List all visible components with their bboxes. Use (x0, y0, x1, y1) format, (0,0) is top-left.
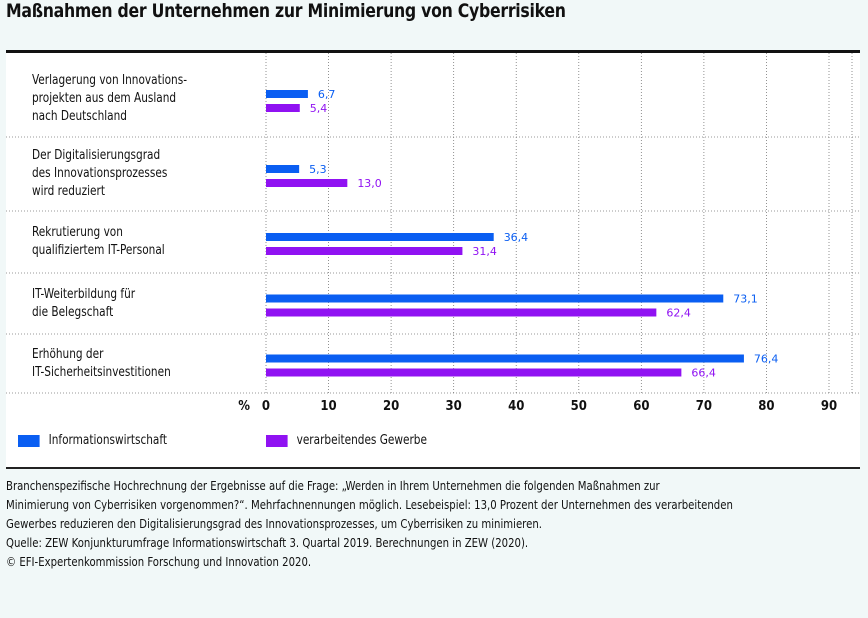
x-tick-label: 40 (508, 399, 524, 414)
x-tick-label: 60 (633, 399, 649, 414)
legend-swatch (18, 434, 40, 447)
x-tick-label: 0 (262, 399, 270, 414)
bar-informationswirtschaft (266, 354, 744, 363)
data-label: 5,3 (309, 163, 327, 176)
category-label: Der Digitalisierungsgrad des Innovations… (32, 148, 168, 199)
chart-panel: 0 10 20 30 40 50 60 70 80 90% 6,7 5,4 5,3 13,0 36,4 31,… (6, 50, 860, 469)
copyright-line: © EFI-Expertenkommission Forschung und I… (6, 554, 312, 569)
x-tick-label: 70 (696, 399, 712, 414)
data-label: 36,4 (504, 231, 529, 244)
note-line: Gewerbes reduzieren den Digitalisierungs… (6, 516, 542, 531)
note-line: Minimierung von Cyberrisiken vorgenommen… (6, 497, 733, 512)
category-label: Erhöhung der IT-Sicherheitsinvestitionen (32, 346, 171, 380)
legend-label: verarbeitendes Gewerbe (296, 433, 427, 448)
data-label: 76,4 (754, 353, 779, 366)
bar-informationswirtschaft (266, 294, 724, 303)
bar-verarbeitendes-gewerbe (266, 179, 348, 187)
source-line: Quelle: ZEW Konjunkturumfrage Informatio… (6, 535, 529, 550)
category-label: IT-Weiterbildung für die Belegschaft (32, 286, 136, 320)
data-label: 31,4 (472, 245, 497, 258)
legend-swatch (266, 434, 288, 447)
chart-title: Maßnahmen der Unternehmen zur Minimierun… (6, 0, 566, 22)
note-line: Branchenspezifische Hochrechnung der Erg… (6, 478, 660, 493)
bar-informationswirtschaft (266, 233, 494, 241)
x-tick-label: 50 (571, 399, 587, 414)
legend-item-verarbeitendes-gewerbe: verarbeitendes Gewerbe (266, 433, 427, 448)
bar-verarbeitendes-gewerbe (266, 308, 657, 317)
data-label: 73,1 (733, 293, 758, 306)
data-label: 6,7 (318, 88, 336, 101)
x-tick-label: 90 (821, 399, 837, 414)
legend-label: Informationswirtschaft (48, 433, 167, 448)
bar-chart: 0 10 20 30 40 50 60 70 80 90% 6,75,4 5,3 13,0 36,4 31,… (6, 53, 860, 414)
category-label: Rekrutierung von qualifiziertem IT-Perso… (32, 225, 165, 258)
bar-informationswirtschaft (266, 165, 300, 173)
category-label: Verlagerung von Innovations- projekten a… (32, 73, 188, 124)
bar-verarbeitendes-gewerbe (266, 368, 682, 377)
x-tick-label: 80 (758, 399, 774, 414)
x-tick-label: 30 (446, 399, 462, 414)
footnotes: Branchenspezifische Hochrechnung der Erg… (6, 476, 780, 571)
data-label: 62,4 (666, 307, 691, 320)
x-axis-unit: % (238, 399, 250, 414)
data-label: 66,4 (691, 367, 716, 380)
bar-verarbeitendes-gewerbe (266, 104, 300, 112)
x-tick-label: 20 (383, 399, 399, 414)
legend-item-informationswirtschaft: Informationswirtschaft (18, 433, 167, 448)
bar-verarbeitendes-gewerbe (266, 247, 463, 255)
data-label: 13,0 (357, 177, 382, 190)
x-tick-label: 10 (320, 399, 336, 414)
bar-informationswirtschaft (266, 90, 308, 98)
data-label: 5,4 (310, 102, 328, 115)
